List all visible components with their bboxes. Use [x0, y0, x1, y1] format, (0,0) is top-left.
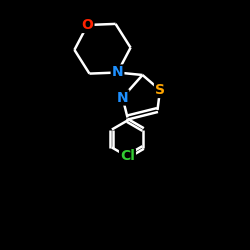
Text: S: S	[155, 83, 165, 97]
Text: N: N	[112, 66, 123, 80]
Text: O: O	[82, 18, 94, 32]
Text: N: N	[117, 90, 128, 104]
Text: Cl: Cl	[120, 150, 135, 164]
